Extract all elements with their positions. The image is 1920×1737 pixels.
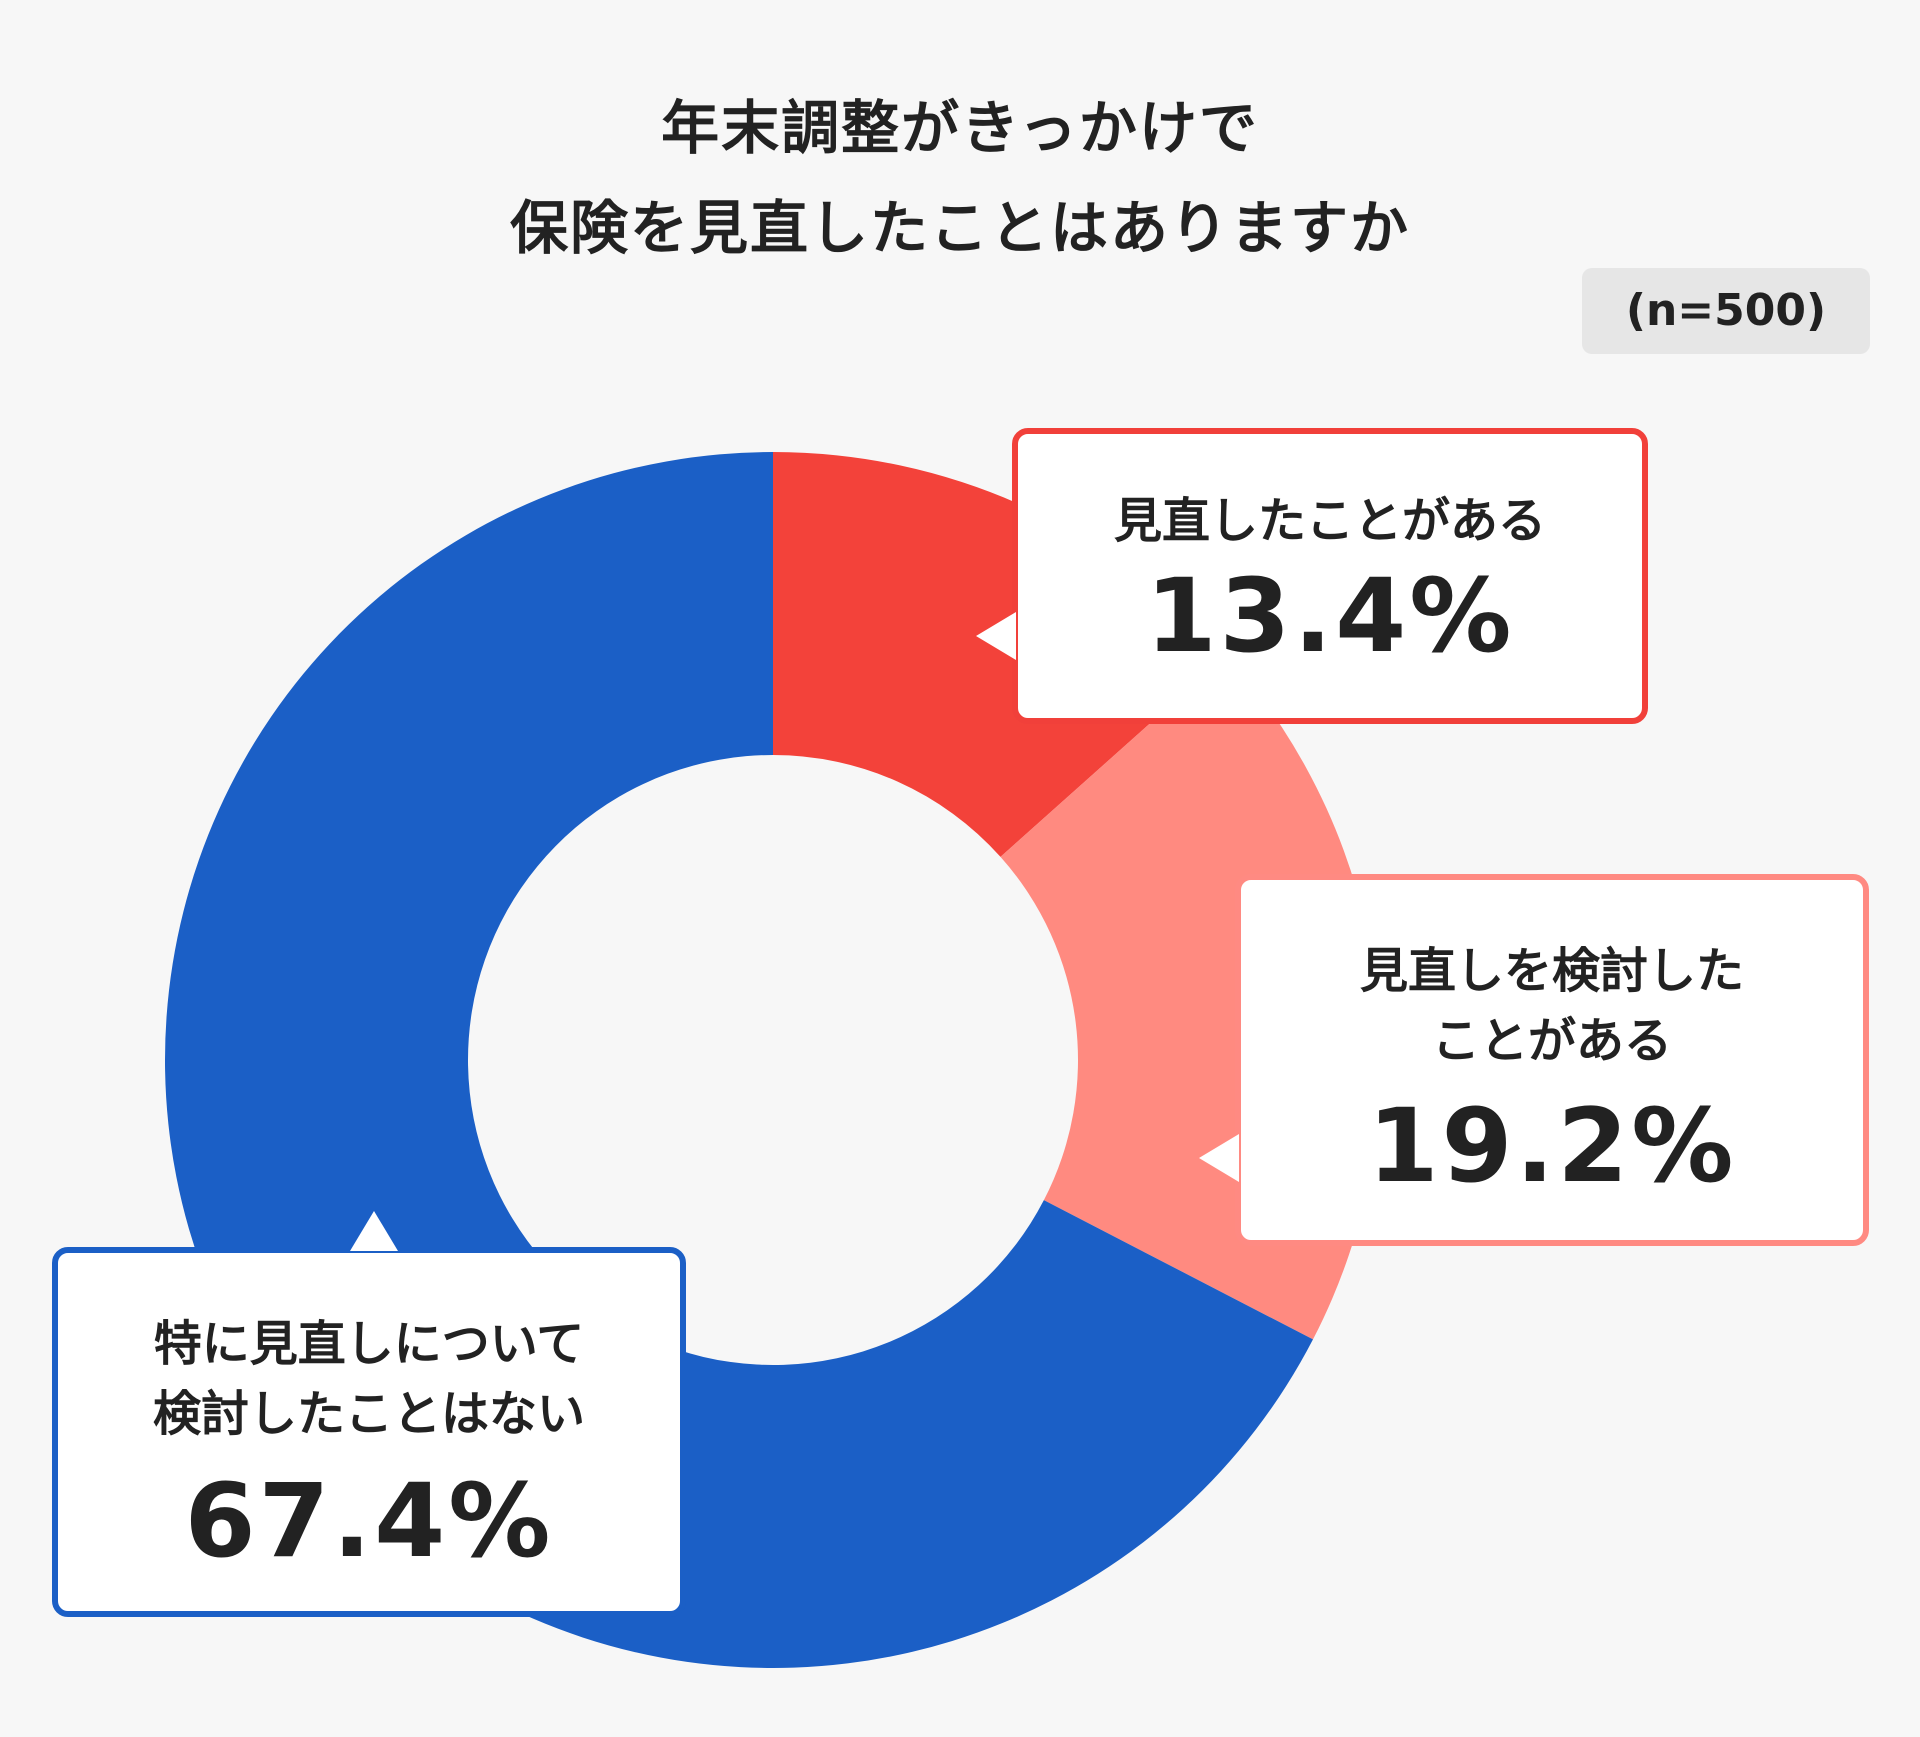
callout-never-considered-pointer	[350, 1211, 398, 1251]
callout-reviewed-pointer	[976, 612, 1016, 660]
slice-value-never-considered: 67.4%	[184, 1462, 554, 1581]
callout-never-considered: 特に見直しについて 検討したことはない 67.4%	[52, 1211, 686, 1617]
slice-label-reviewed: 見直したことがある	[1113, 493, 1546, 549]
slice-label-considered: 見直しを検討した ことがある	[1359, 943, 1744, 1069]
callout-considered: 見直しを検討した ことがある 19.2%	[1199, 874, 1869, 1246]
slice-value-considered: 19.2%	[1367, 1087, 1737, 1206]
slice-label-never-considered: 特に見直しについて 検討したことはない	[152, 1316, 585, 1442]
chart-title: 年末調整がきっかけで 保険を見直したことはありますか	[0, 78, 1920, 278]
sample-size-badge: (n=500)	[1582, 268, 1870, 354]
callout-considered-pointer	[1199, 1134, 1239, 1182]
slice-value-reviewed: 13.4%	[1145, 557, 1515, 676]
chart-title-line-2: 保険を見直したことはありますか	[509, 194, 1410, 262]
chart-title-line-1: 年末調整がきっかけで	[661, 94, 1259, 162]
callout-reviewed: 見直したことがある 13.4%	[976, 428, 1648, 724]
